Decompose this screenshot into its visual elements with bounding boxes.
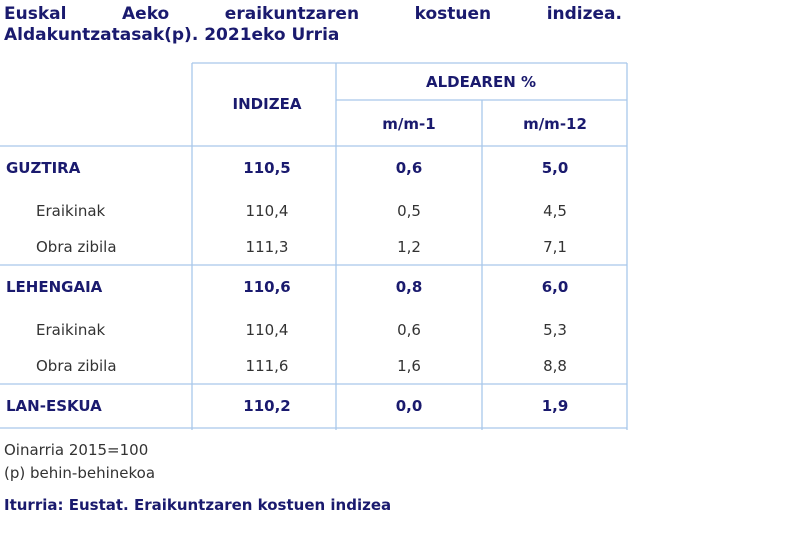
row-label: Obra zibila <box>36 357 117 375</box>
cell: 111,3 <box>245 238 289 256</box>
row-label: LAN-ESKUA <box>6 397 102 415</box>
cell: 5,0 <box>541 159 569 177</box>
cell: 110,6 <box>243 278 291 296</box>
cell: 110,2 <box>243 397 291 415</box>
row-label: GUZTIRA <box>6 159 81 177</box>
header: ALDEAREN % <box>425 73 537 91</box>
row-label: Eraikinak <box>36 202 106 220</box>
note: Oinarria 2015=100 <box>4 441 149 459</box>
cell: 8,8 <box>543 357 567 375</box>
cell: 110,4 <box>245 321 289 339</box>
header: m/m-1 <box>382 115 436 133</box>
source: Iturria: Eustat. Eraikuntzaren kostuen i… <box>4 496 392 514</box>
cell: 1,9 <box>541 397 569 415</box>
cell: 7,1 <box>543 238 567 256</box>
row-label: Obra zibila <box>36 238 117 256</box>
header: INDIZEA <box>232 95 302 113</box>
cell: 0,8 <box>395 278 423 296</box>
cell: 1,2 <box>397 238 421 256</box>
cell: 0,0 <box>395 397 423 415</box>
note: (p) behin-behinekoa <box>4 464 156 482</box>
cell: 111,6 <box>245 357 289 375</box>
title-line: Euskal Aeko eraikuntzaren kostuen indize… <box>4 4 622 24</box>
header: m/m-12 <box>523 115 587 133</box>
cell: 0,6 <box>397 321 421 339</box>
title-line: Aldakuntzatasak(p). 2021eko Urria <box>4 25 340 45</box>
row-label: Eraikinak <box>36 321 106 339</box>
cell: 5,3 <box>543 321 567 339</box>
row-label: LEHENGAIA <box>6 278 103 296</box>
cell: 110,4 <box>245 202 289 220</box>
cell: 110,5 <box>243 159 291 177</box>
cell: 0,6 <box>395 159 423 177</box>
cell: 4,5 <box>543 202 567 220</box>
title: Euskal Aeko eraikuntzaren kostuen indize… <box>4 4 622 46</box>
cell: 0,5 <box>397 202 421 220</box>
cell: 6,0 <box>541 278 569 296</box>
cell: 1,6 <box>397 357 421 375</box>
